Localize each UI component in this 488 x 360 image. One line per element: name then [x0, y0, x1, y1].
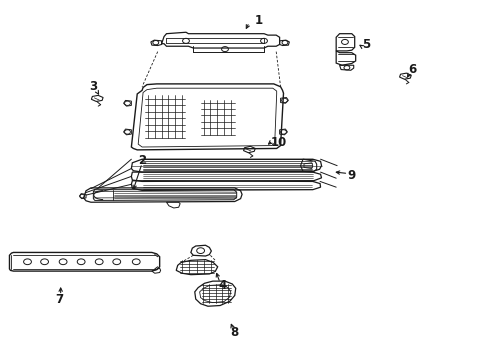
Text: 4: 4: [218, 279, 226, 292]
Text: 1: 1: [255, 14, 263, 27]
Text: 5: 5: [362, 38, 370, 51]
Text: 7: 7: [55, 293, 63, 306]
Text: 9: 9: [347, 169, 355, 182]
Text: 2: 2: [138, 154, 146, 167]
Text: 6: 6: [408, 63, 416, 76]
Text: 8: 8: [230, 326, 238, 339]
Text: 3: 3: [89, 80, 97, 93]
Text: 10: 10: [270, 136, 286, 149]
